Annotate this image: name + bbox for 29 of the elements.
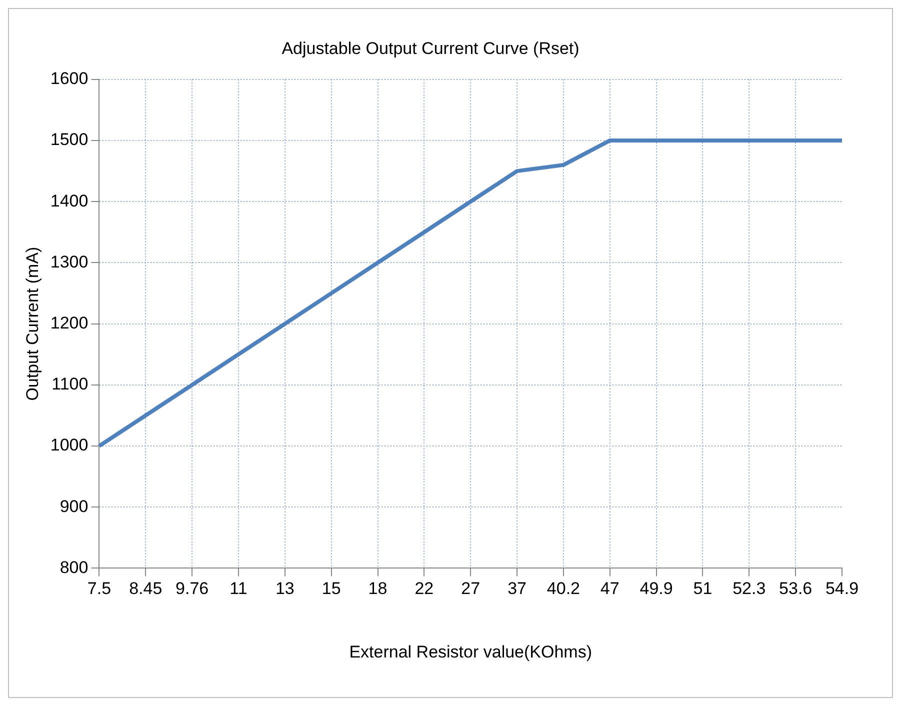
x-tick-label: 15 (322, 579, 341, 598)
x-tick-label: 51 (693, 579, 712, 598)
y-tick-label: 1200 (50, 313, 88, 332)
x-tick-label: 52.3 (732, 579, 766, 598)
y-tick-label: 1300 (50, 252, 88, 272)
x-tick-label: 27 (461, 579, 480, 598)
x-tick-label: 7.5 (87, 579, 112, 598)
y-tick-label: 1000 (50, 436, 88, 455)
x-tick-label: 9.76 (176, 579, 209, 598)
y-axis-title: Output Current (mA) (22, 246, 42, 401)
y-tick-label: 1500 (50, 130, 88, 150)
x-tick-label: 22 (414, 579, 434, 598)
chart-title: Adjustable Output Current Curve (Rset) (282, 38, 580, 58)
y-tick-label: 1400 (50, 191, 88, 210)
x-tick-label: 47 (600, 579, 620, 598)
x-tick-label: 8.45 (129, 579, 162, 598)
x-tick-label: 54.9 (825, 579, 859, 598)
x-tick-label: 13 (275, 579, 294, 598)
x-tick-label: 11 (230, 579, 248, 598)
x-tick-label: 37 (508, 579, 526, 598)
y-tick-label: 1600 (50, 69, 88, 88)
y-tick-label: 900 (60, 496, 88, 516)
y-tick-label: 1100 (52, 374, 88, 394)
x-tick-label: 53.6 (779, 579, 812, 598)
y-tick-label: 800 (60, 558, 88, 577)
x-tick-label: 49.9 (640, 579, 673, 598)
x-axis-title: External Resistor value(KOhms) (349, 642, 592, 662)
x-tick-label: 40.2 (546, 579, 580, 598)
x-tick-label: 18 (368, 579, 388, 598)
